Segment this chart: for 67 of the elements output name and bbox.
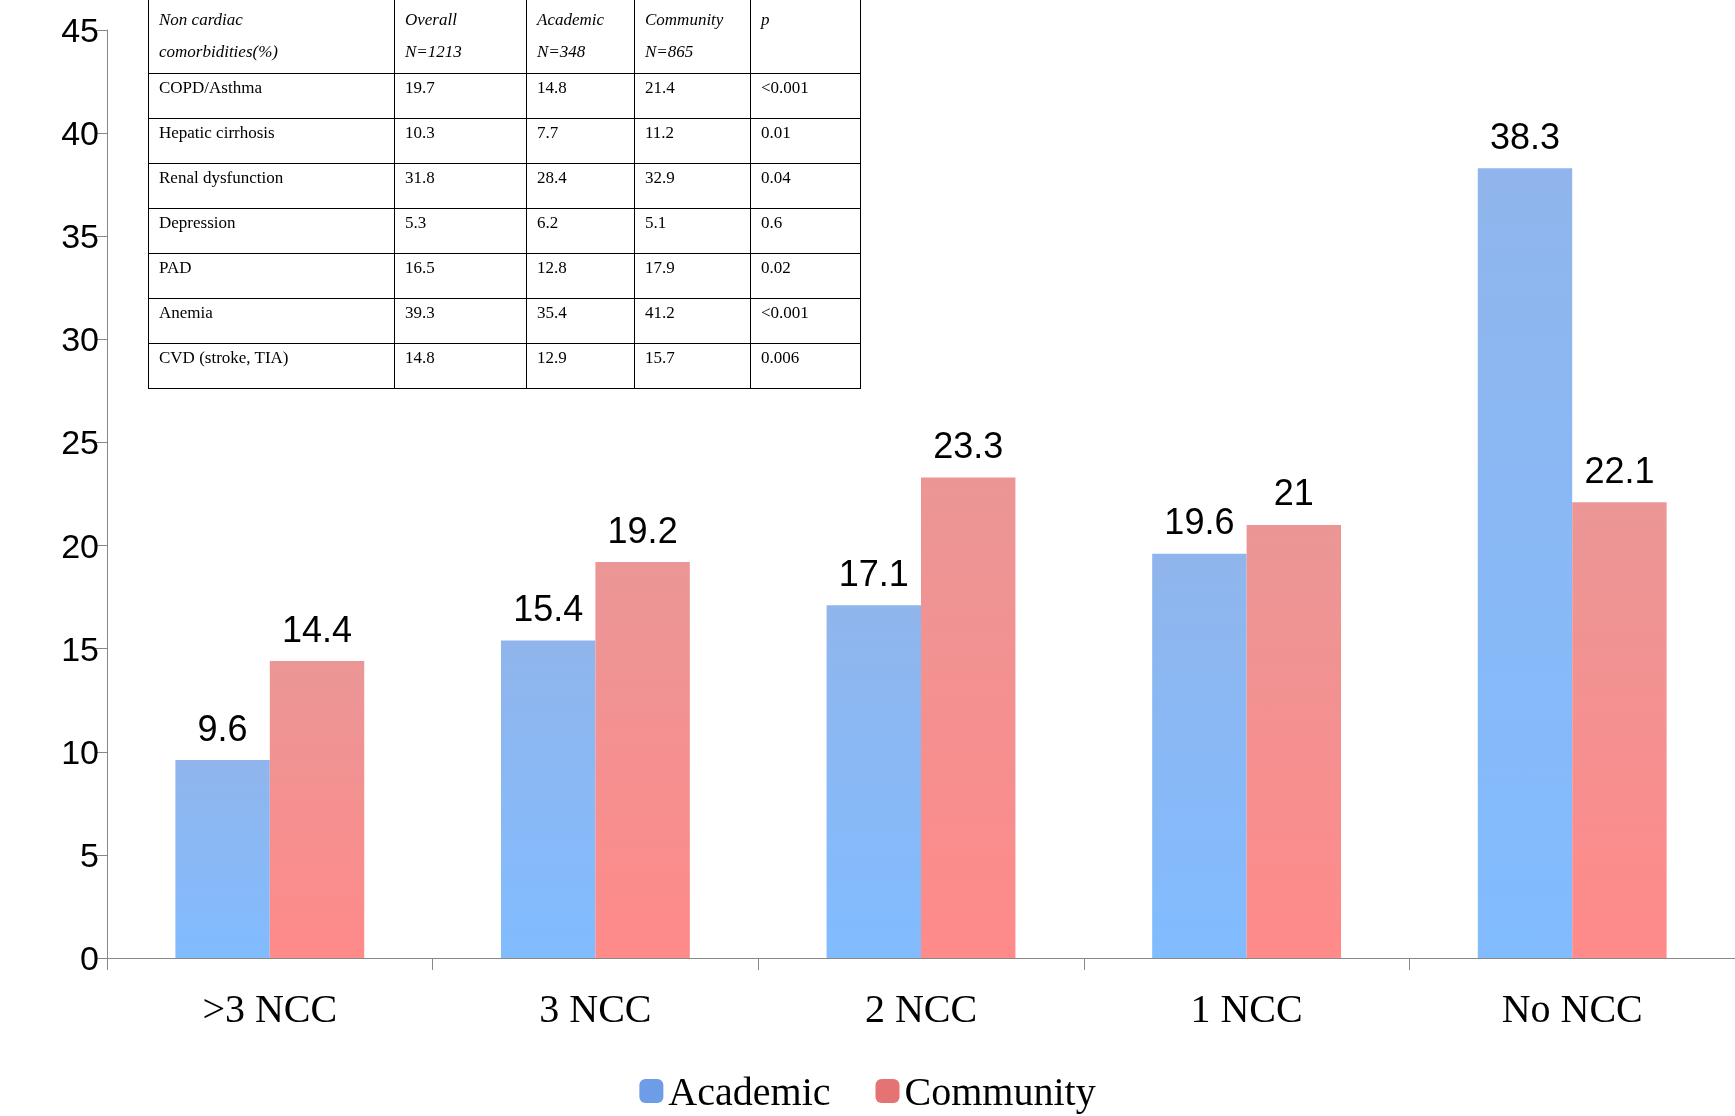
annotation: 0.006 [750,343,861,389]
y-tick-label: 35 [61,217,99,256]
x-tick-label: 3 NCC [539,985,652,1031]
y-tick-label: 10 [61,732,99,771]
y-tick-label: 25 [61,423,99,462]
annotation: 5.1 [634,208,751,254]
y-tick-label: 20 [61,526,99,565]
annotation: 14.8 [394,343,527,389]
annotation: 12.9 [526,343,635,389]
annotation: 6.2 [526,208,635,254]
x-tick-label: 1 NCC [1190,985,1303,1031]
data-label: 19.2 [607,509,678,551]
annotation: Hepatic cirrhosis [148,118,395,164]
annotation: 32.9 [634,163,751,209]
annotation: 28.4 [526,163,635,209]
y-tick-label: 15 [61,629,99,668]
annotation: COPD/Asthma [148,73,395,119]
data-label: 14.4 [281,608,353,650]
data-label: 9.6 [197,707,248,749]
y-tick-label: 30 [61,320,99,359]
x-tick-label: No NCC [1501,985,1643,1031]
annotation: 41.2 [634,298,751,344]
text: p [761,10,770,29]
annotation: 15.7 [634,343,751,389]
annotation: 21.4 [634,73,751,119]
annotation: 17.9 [634,253,751,299]
annotation: 31.8 [394,163,527,209]
annotation: Renal dysfunction [148,163,395,209]
y-tick-label: 5 [80,835,99,874]
annotation: 16.5 [394,253,527,299]
x-tick-label: >3 NCC [202,985,338,1031]
data-label: 21 [1273,472,1314,514]
annotation: 0.6 [750,208,861,254]
data-label: 19.6 [1164,501,1235,543]
legend-label: Academic [668,1068,831,1114]
annotation: 10.3 [394,118,527,164]
annotation: PAD [148,253,395,299]
y-tick-label: 0 [80,939,99,977]
annotation: 11.2 [634,118,751,164]
annotation: Non cardiac comorbidities(%) [148,0,395,74]
data-label: 38.3 [1489,115,1561,157]
annotation: CVD (stroke, TIA) [148,343,395,389]
annotation: 12.8 [526,253,635,299]
annotation: 39.3 [394,298,527,344]
data-label: 23.3 [933,425,1004,466]
legend-label: Community [904,1068,1096,1114]
annotation: 0.02 [750,253,861,299]
annotation: Depression [148,208,395,254]
annotation: 0.04 [750,163,861,209]
annotation: Academic N=348 [526,0,635,74]
annotation: 5.3 [394,208,527,254]
y-tick-label: 40 [61,114,99,153]
y-tick-label: 45 [61,11,99,49]
annotation: Overall N=1213 [394,0,527,74]
data-label: 17.1 [838,552,909,594]
data-label: 15.4 [513,587,584,629]
annotation: 35.4 [526,298,635,344]
annotation: Anemia [148,298,395,344]
annotation: 7.7 [526,118,635,164]
annotation: 19.7 [394,73,527,119]
annotation: 0.01 [750,118,861,164]
annotation: 14.8 [526,73,635,119]
x-tick-label: 2 NCC [864,985,978,1031]
annotation: <0.001 [750,73,861,119]
annotation: <0.001 [750,298,861,344]
annotation: Community N=865 [634,0,751,74]
data-label: 22.1 [1584,449,1655,491]
